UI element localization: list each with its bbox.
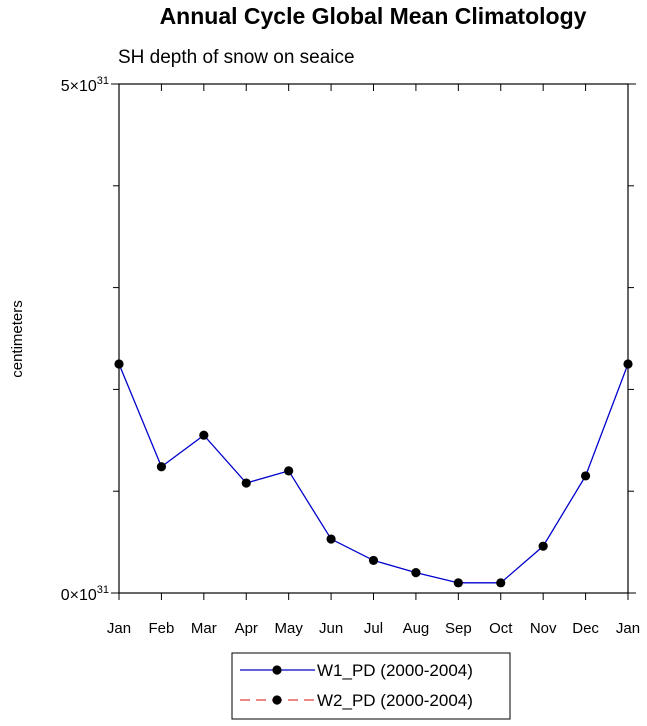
data-point — [156, 462, 167, 472]
data-point — [538, 541, 548, 551]
y-tick-label: 5×1031 — [61, 75, 109, 95]
y-tick-labels: 0×1031 5×1031 — [61, 75, 109, 604]
data-point — [623, 359, 633, 369]
y-tick-label: 0×1031 — [61, 584, 109, 604]
data-point — [199, 430, 209, 440]
x-tick-labels: Jan Feb Mar Apr May Jun Jul Aug Sep Oct Nov Dec Jan — [107, 620, 640, 637]
x-tick-label: Jan — [107, 620, 131, 637]
y-axis-label: centimeters — [9, 300, 26, 378]
chart-title: Annual Cycle Global Mean Climatology — [160, 3, 587, 29]
data-point — [411, 568, 421, 578]
data-point — [368, 555, 379, 566]
series-line-1 — [118, 363, 629, 584]
legend-marker-1 — [272, 665, 282, 675]
plot-frame — [118, 83, 629, 594]
data-point — [284, 466, 294, 476]
axes — [111, 83, 636, 600]
x-tick-label: Aug — [403, 620, 430, 637]
series-layer — [114, 359, 633, 588]
data-point — [453, 578, 463, 588]
data-point — [496, 578, 506, 588]
legend-label-2: W2_PD (2000-2004) — [317, 691, 473, 710]
x-tick-label: Feb — [148, 620, 174, 637]
x-tick-label: Mar — [191, 620, 217, 637]
x-tick-label: Jan — [616, 620, 640, 637]
chart-subtitle: SH depth of snow on seaice — [118, 47, 355, 68]
legend-label-1: W1_PD (2000-2004) — [317, 661, 473, 680]
legend-marker-2 — [272, 695, 282, 705]
legend-box — [231, 652, 511, 720]
x-tick-label: Oct — [489, 620, 513, 637]
x-tick-label: Sep — [445, 620, 472, 637]
x-tick-label: May — [274, 620, 303, 637]
legend: W1_PD (2000-2004) W2_PD (2000-2004) — [231, 652, 511, 720]
x-tick-label: Jul — [364, 620, 383, 637]
data-point — [580, 471, 591, 481]
x-tick-label: Apr — [235, 620, 258, 637]
x-tick-label: Dec — [572, 620, 599, 637]
data-point — [326, 534, 336, 544]
data-point — [114, 359, 124, 369]
x-tick-label: Jun — [319, 620, 343, 637]
data-point — [241, 478, 251, 488]
x-tick-label: Nov — [530, 620, 557, 637]
